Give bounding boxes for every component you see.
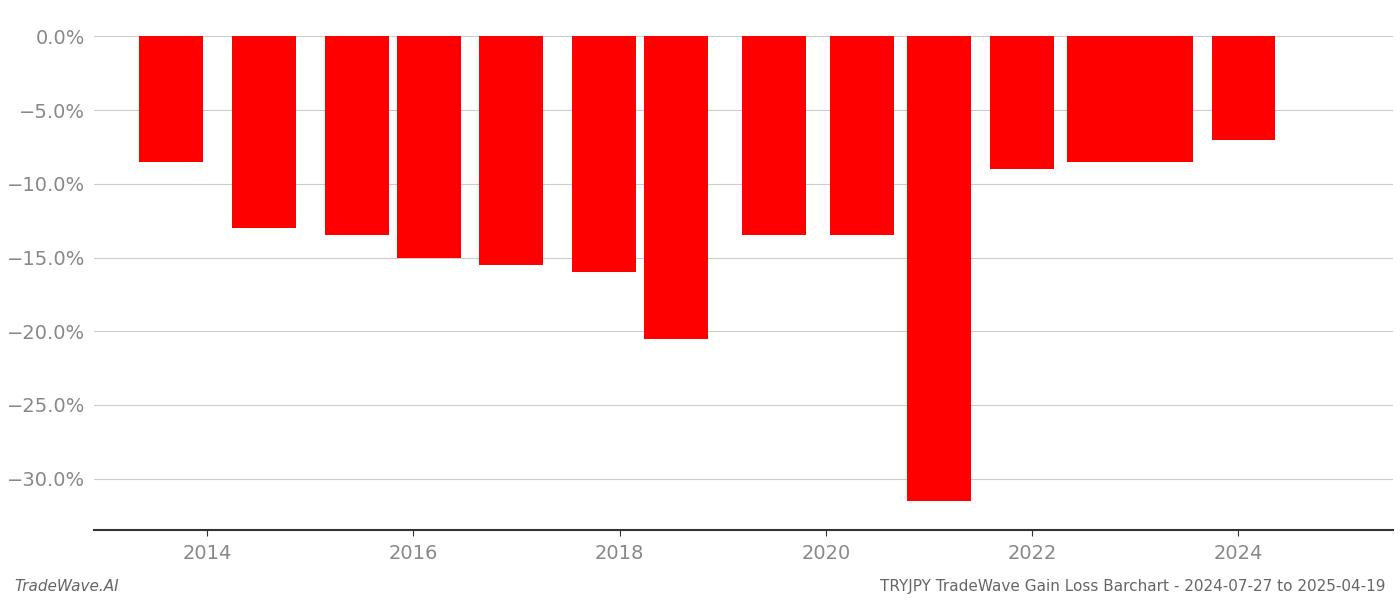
Bar — [830, 37, 895, 235]
Bar — [1128, 37, 1193, 162]
Bar — [1211, 37, 1275, 140]
Text: TradeWave.AI: TradeWave.AI — [14, 579, 119, 594]
Bar — [742, 37, 806, 235]
Bar — [139, 37, 203, 162]
Bar — [396, 37, 461, 257]
Text: TRYJPY TradeWave Gain Loss Barchart - 2024-07-27 to 2025-04-19: TRYJPY TradeWave Gain Loss Barchart - 20… — [881, 579, 1386, 594]
Bar — [325, 37, 389, 235]
Bar — [232, 37, 295, 228]
Bar — [479, 37, 543, 265]
Bar — [644, 37, 708, 338]
Bar — [573, 37, 636, 272]
Bar — [990, 37, 1054, 169]
Bar — [1067, 37, 1131, 162]
Bar — [907, 37, 972, 500]
